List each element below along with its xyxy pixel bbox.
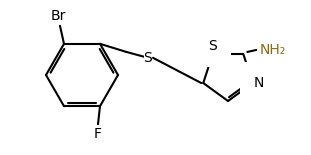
Text: S: S <box>144 51 152 65</box>
Text: N: N <box>254 76 264 90</box>
Text: F: F <box>94 127 102 141</box>
Text: Br: Br <box>50 9 66 23</box>
Text: NH₂: NH₂ <box>259 43 285 57</box>
Text: S: S <box>208 39 217 53</box>
